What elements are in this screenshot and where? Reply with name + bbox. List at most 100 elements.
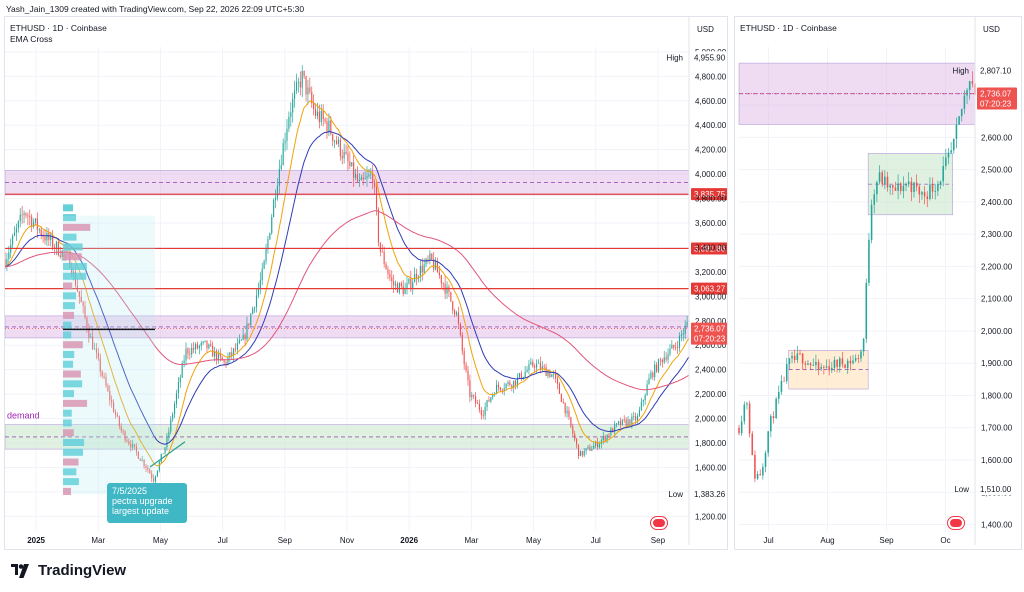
candle	[833, 359, 836, 368]
candle	[878, 172, 881, 183]
chart-caption: Yash_Jain_1309 created with TradingView.…	[6, 4, 305, 14]
candle	[907, 181, 910, 185]
candle	[105, 377, 107, 386]
candle	[292, 98, 294, 113]
candle	[585, 448, 587, 451]
indicator-label[interactable]: EMA Cross	[10, 34, 53, 44]
candle	[101, 371, 103, 376]
y-axis-tick-label: 2,200.00	[981, 262, 1013, 271]
main-chart-panel[interactable]: ETHUSD · 1D · Coinbase EMA Cross USD 3,8…	[4, 16, 728, 550]
candle	[799, 353, 801, 355]
candle	[756, 474, 759, 479]
tradingview-brand: TradingView	[38, 562, 127, 579]
candle	[263, 261, 265, 269]
candle	[913, 182, 915, 193]
candle	[389, 273, 391, 278]
candle	[52, 235, 54, 248]
candle	[899, 183, 902, 192]
candle	[825, 366, 828, 368]
candle	[326, 121, 328, 132]
candle	[234, 348, 237, 350]
candle	[617, 421, 620, 424]
candle	[259, 280, 261, 289]
candle	[560, 393, 562, 402]
annotation-text-line: largest update	[112, 506, 169, 516]
level-tag	[691, 188, 727, 201]
candle	[267, 239, 269, 250]
x-axis-tick-label: 2025	[27, 536, 45, 545]
candle	[82, 302, 84, 307]
currency-label-right[interactable]: USD	[983, 25, 1000, 34]
candle	[873, 194, 876, 205]
candle	[19, 214, 21, 222]
volume-profile-bar	[63, 282, 73, 290]
candle	[442, 283, 444, 285]
candle	[27, 215, 29, 217]
candle	[499, 387, 501, 390]
symbol-title[interactable]: ETHUSD · 1D · Coinbase	[10, 23, 107, 33]
candle	[208, 344, 210, 349]
candle	[793, 355, 796, 360]
candle	[459, 323, 461, 335]
candle	[345, 151, 347, 154]
current-price-label: 2,736.07	[694, 325, 726, 334]
candle	[505, 384, 507, 389]
candle	[90, 336, 92, 338]
candle	[21, 214, 23, 216]
candle	[777, 391, 780, 399]
candle	[767, 431, 769, 453]
candle	[457, 312, 460, 324]
currency-label[interactable]: USD	[697, 25, 714, 34]
footer: TradingView	[8, 562, 126, 579]
y-axis-tick-label: 4,600.00	[695, 97, 727, 106]
volume-profile-bar	[63, 331, 72, 339]
candle	[564, 402, 566, 414]
candle	[918, 186, 921, 195]
candle	[229, 352, 231, 358]
candle	[286, 128, 288, 141]
candle	[269, 233, 271, 240]
candle	[450, 291, 452, 302]
economic-event-flag-icon[interactable]	[651, 517, 667, 529]
candle	[852, 360, 854, 364]
candle	[297, 81, 299, 83]
candle	[44, 236, 46, 241]
candle	[884, 176, 886, 184]
economic-event-flag-icon-right[interactable]	[948, 517, 964, 529]
candle	[433, 259, 435, 270]
chart-legend: ETHUSD · 1D · Coinbase EMA Cross	[10, 23, 107, 45]
candle	[95, 348, 98, 353]
y-axis-tick-label: 2,600.00	[981, 133, 1013, 142]
candle	[490, 397, 492, 402]
level-tag-label: 3,063.27	[694, 285, 726, 294]
candle	[217, 353, 219, 361]
candle	[854, 358, 857, 361]
candle	[950, 150, 952, 153]
x-axis-tick-label: Jul	[591, 536, 601, 545]
candle	[486, 400, 488, 408]
candle	[406, 283, 408, 289]
candle	[541, 366, 543, 370]
candle	[322, 110, 324, 120]
candle	[122, 430, 124, 432]
chart-legend-right: ETHUSD · 1D · Coinbase	[740, 23, 837, 34]
y-axis-tick-label: 1,800.00	[695, 439, 727, 448]
candle	[227, 357, 229, 365]
candle	[158, 461, 160, 471]
candle	[172, 414, 174, 420]
symbol-title-right[interactable]: ETHUSD · 1D · Coinbase	[740, 23, 837, 33]
candle	[46, 232, 48, 241]
candle	[452, 301, 454, 311]
candle	[762, 466, 764, 476]
low-label: Low	[668, 490, 683, 499]
candle	[280, 165, 282, 170]
candle	[520, 373, 522, 380]
candle	[191, 347, 193, 355]
candle	[844, 364, 846, 369]
secondary-chart-panel[interactable]: ETHUSD · 1D · Coinbase USD 2,700.002,600…	[734, 16, 1022, 550]
candle	[576, 439, 578, 445]
candle	[820, 367, 822, 369]
low-value: 1,510.00	[980, 485, 1012, 494]
candle	[15, 228, 18, 233]
candle	[796, 353, 799, 360]
